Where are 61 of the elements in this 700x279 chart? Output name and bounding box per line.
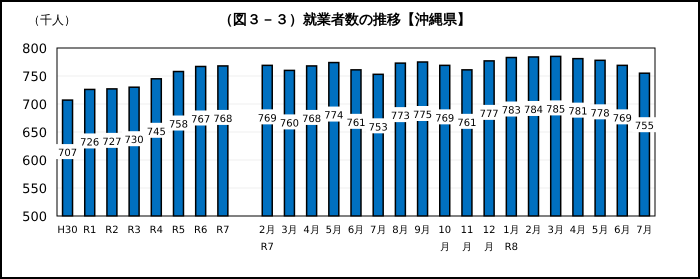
data-label: 767	[191, 114, 210, 126]
x-tick-label: 7月	[636, 225, 653, 236]
data-label: 758	[168, 120, 188, 131]
x-tick-label: 4月	[570, 225, 586, 236]
x-tick-label: 10 月	[438, 225, 452, 253]
data-label: 730	[124, 135, 144, 146]
data-label: 760	[280, 118, 299, 130]
y-tick-label: 800	[22, 42, 47, 57]
x-tick-label: 3月	[281, 225, 298, 236]
y-tick-label: 550	[22, 182, 47, 197]
x-tick-label: 4月	[303, 225, 320, 236]
data-label: 753	[368, 122, 388, 134]
y-tick-label: 700	[22, 98, 47, 113]
x-tick-label: R2	[105, 225, 119, 236]
data-label: 726	[80, 137, 100, 148]
x-tick-label: 2月 R7	[259, 225, 276, 253]
y-tick-label: 500	[22, 210, 47, 225]
data-label: 775	[413, 110, 432, 121]
data-label: 727	[102, 136, 122, 148]
x-tick-label: R7	[216, 225, 230, 236]
x-tick-label: R3	[127, 225, 141, 236]
data-label: 707	[58, 148, 78, 160]
x-tick-label: 6月	[348, 225, 364, 236]
x-tick-label: 12 月	[482, 225, 496, 253]
y-tick-label: 600	[22, 154, 47, 169]
data-label: 768	[213, 114, 232, 125]
data-label: 745	[146, 126, 166, 138]
data-label: 769	[612, 113, 632, 124]
data-label: 761	[346, 118, 366, 129]
x-tick-label: R4	[150, 225, 163, 236]
x-tick-label: H30	[57, 225, 78, 236]
data-label: 781	[568, 106, 588, 118]
x-tick-label: 5月	[592, 225, 608, 236]
y-axis-title: （千人）	[28, 13, 76, 27]
x-tick-label: 7月	[370, 225, 386, 236]
x-tick-label: 1月 R8	[503, 225, 520, 253]
y-tick-label: 750	[22, 70, 47, 85]
data-label: 784	[524, 104, 544, 116]
x-tick-label: 5月	[326, 225, 342, 236]
x-tick-label: 6月	[614, 225, 630, 236]
x-tick-label: 2月	[525, 225, 542, 236]
data-label: 777	[480, 108, 499, 120]
x-tick-label: R5	[172, 225, 186, 236]
data-label: 778	[590, 108, 610, 120]
y-tick-label: 650	[22, 126, 47, 141]
data-label: 769	[435, 113, 454, 124]
x-tick-label: 9月	[414, 225, 431, 236]
chart-title: （図３－３）就業者数の推移【沖縄県】	[219, 12, 471, 28]
x-tick-label: R6	[194, 225, 208, 236]
data-label: 769	[258, 113, 277, 124]
x-tick-label: 8月	[392, 225, 409, 236]
data-label: 755	[634, 121, 654, 132]
x-tick-label: 3月	[548, 225, 564, 236]
data-label: 774	[324, 110, 344, 122]
data-label: 783	[502, 106, 521, 117]
x-tick-label: 11 月	[460, 225, 474, 253]
data-label: 761	[457, 118, 476, 129]
data-label: 768	[302, 114, 322, 125]
data-label: 773	[390, 111, 410, 122]
data-label: 785	[546, 104, 566, 116]
x-tick-label: R1	[83, 225, 96, 236]
